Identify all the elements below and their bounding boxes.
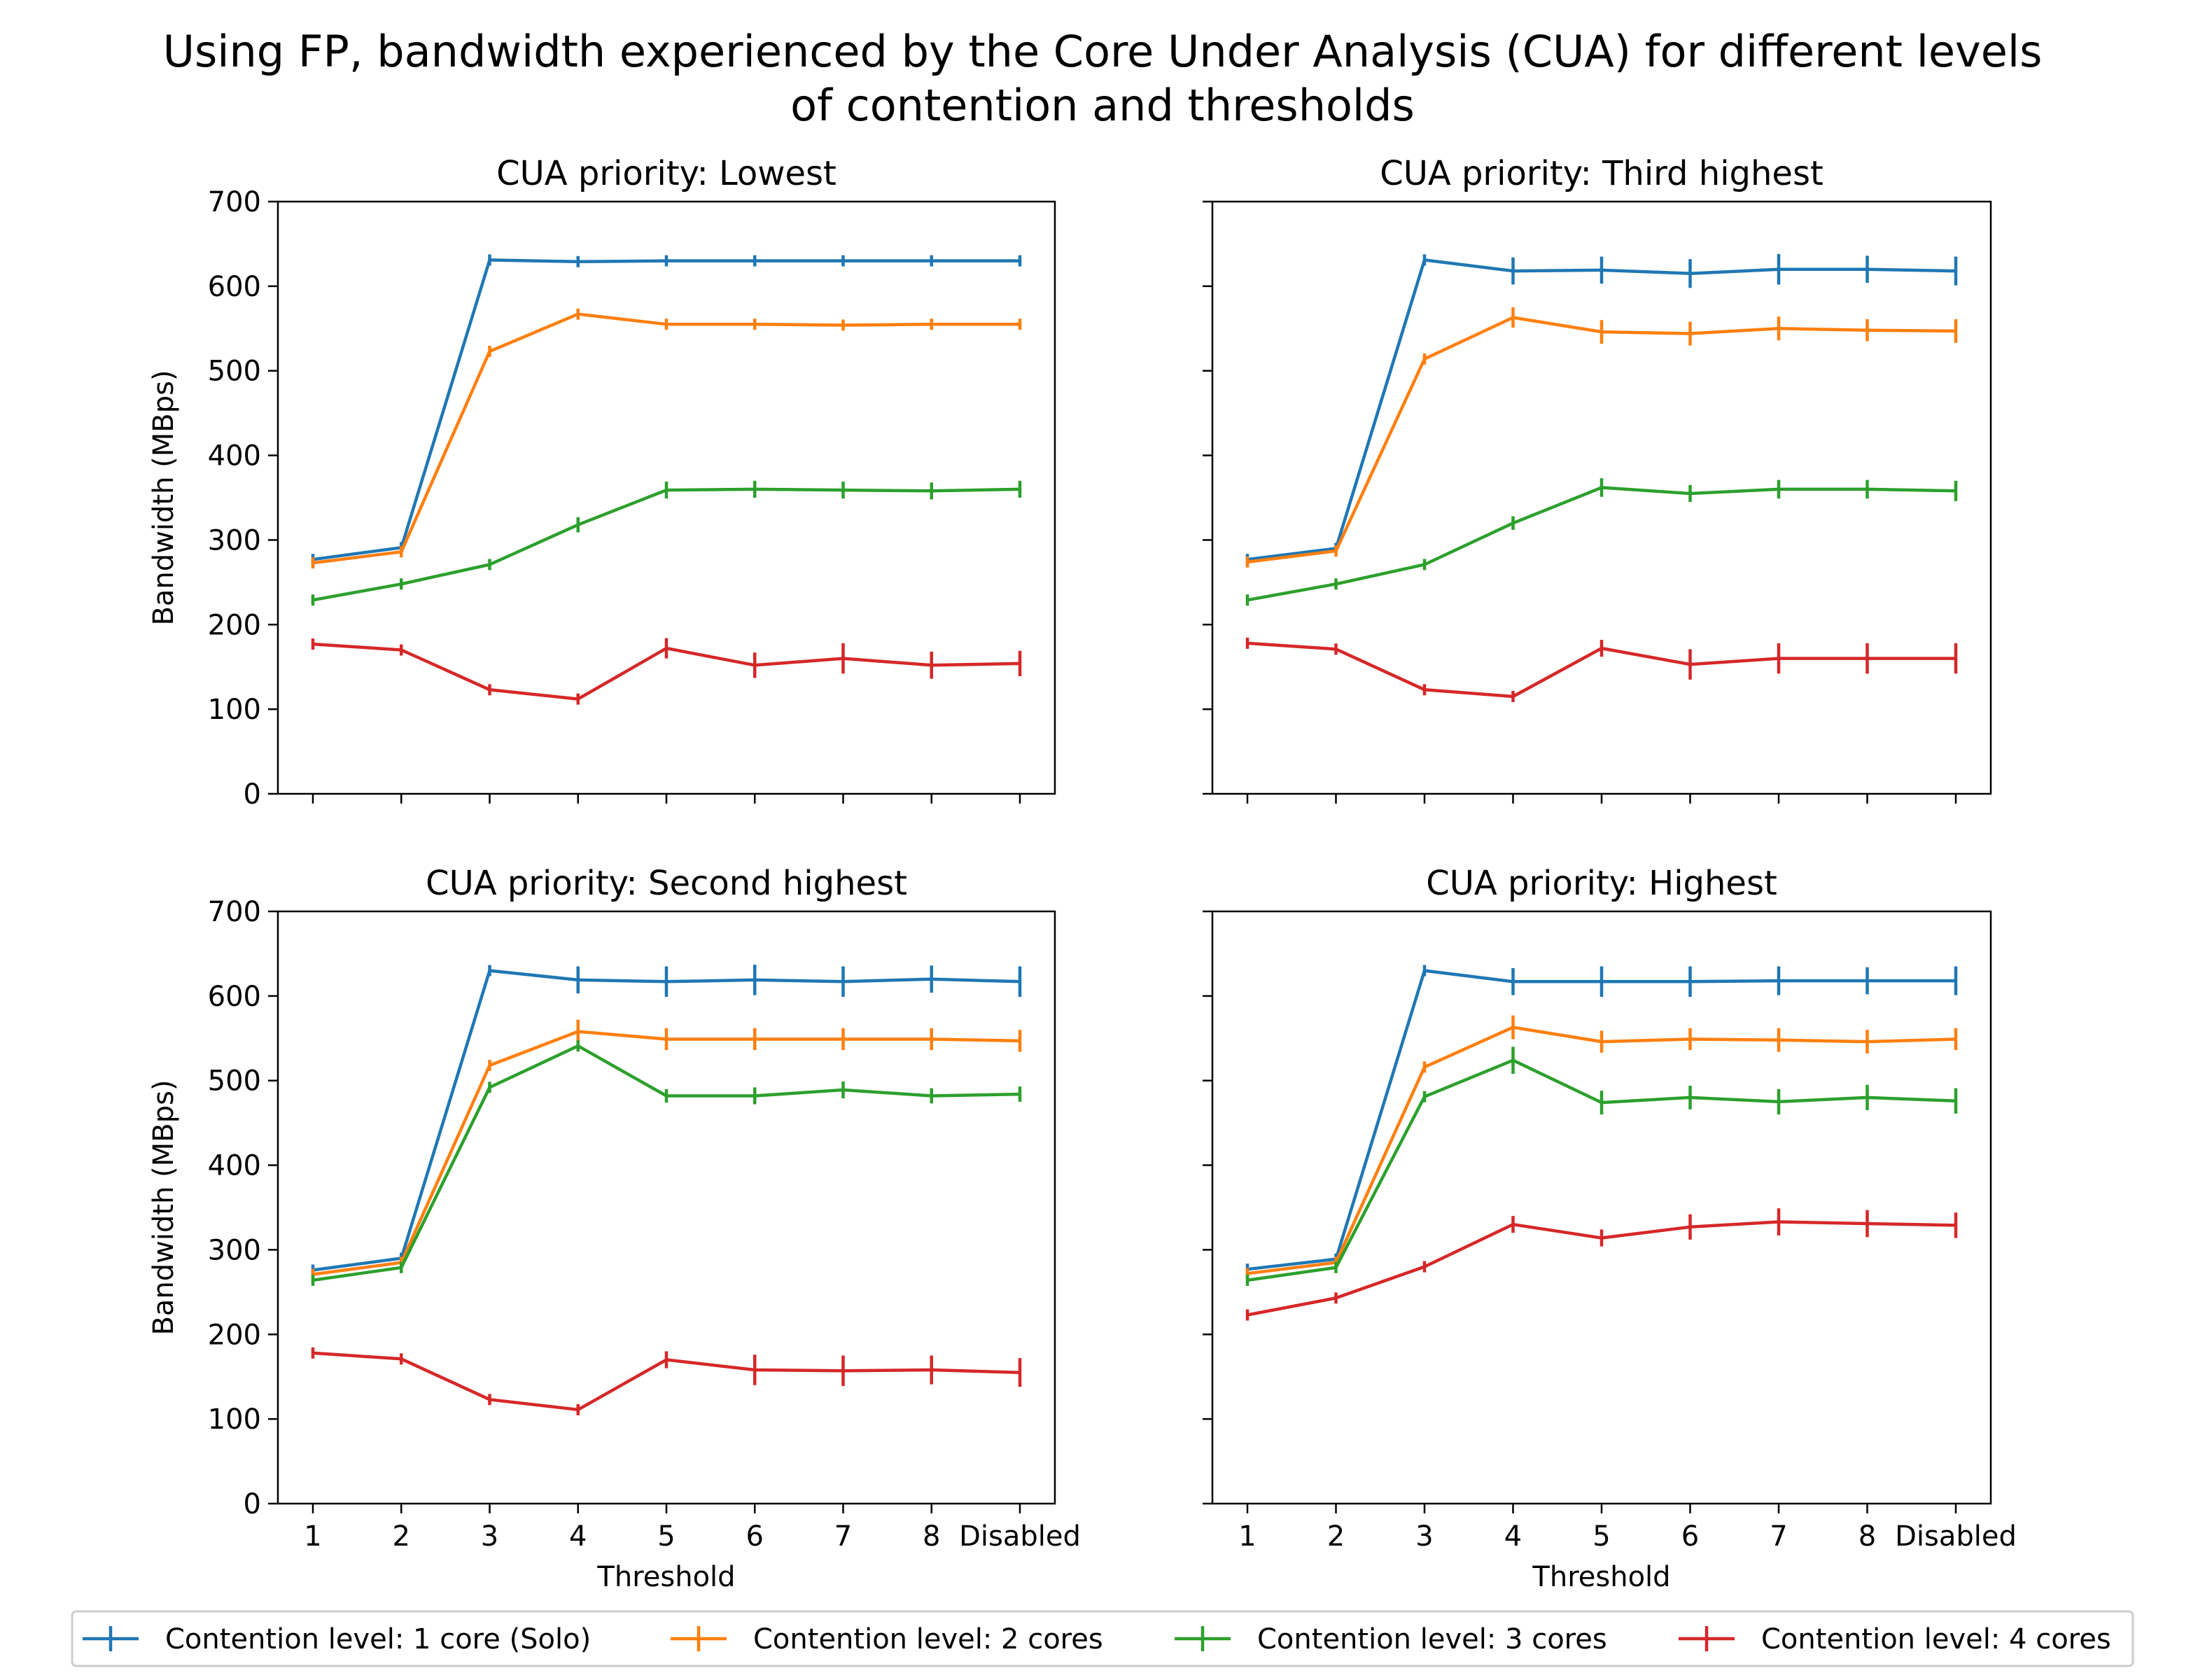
figure-title-line-2: of contention and thresholds [790, 80, 1415, 131]
x-tick-label: 3 [1415, 1520, 1433, 1553]
x-tick-label: Disabled [959, 1520, 1081, 1553]
series-line [1247, 486, 1956, 602]
y-tick-label: 700 [208, 896, 261, 928]
axes-frame [1211, 200, 1992, 795]
series-line [312, 487, 1021, 602]
legend-entry-3: Contention level: 3 cores [1175, 1623, 1607, 1656]
panel-title: CUA priority: Third highest [1380, 154, 1823, 193]
series-1 [1245, 965, 1958, 1275]
x-tick-label: 4 [569, 1520, 587, 1553]
x-tick-label: 6 [746, 1520, 764, 1553]
y-tick-label: 500 [208, 356, 261, 388]
panel-second-highest: CUA priority: Second highest 0 100 200 300 40… [148, 864, 1081, 1593]
y-tick-label: 0 [244, 778, 261, 811]
x-tick-label: 4 [1504, 1520, 1522, 1553]
x-tick-label: 2 [1327, 1520, 1345, 1553]
legend-label: Contention level: 3 cores [1257, 1623, 1607, 1656]
series-2 [311, 1019, 1022, 1280]
x-tick-label: 3 [481, 1520, 498, 1553]
legend-label: Contention level: 4 cores [1761, 1623, 2111, 1656]
panel-title: CUA priority: Second highest [426, 864, 907, 903]
y-tick-label: 400 [208, 1150, 261, 1182]
y-tick-label: 200 [208, 1319, 261, 1351]
y-tick-label: 100 [208, 694, 261, 726]
series-3 [311, 480, 1022, 606]
series-1 [311, 965, 1022, 1276]
series-4 [311, 1347, 1022, 1415]
x-axis-label: Threshold [1532, 1561, 1670, 1593]
x-tick-label: 5 [1592, 1520, 1610, 1553]
x-tick-label: 6 [1681, 1520, 1699, 1553]
y-axis-label: Bandwidth (MBps) [148, 1079, 180, 1335]
axes-frame [1211, 910, 1992, 1505]
series-line [312, 1044, 1021, 1282]
series-4 [1245, 1208, 1958, 1321]
legend-label: Contention level: 2 cores [753, 1623, 1103, 1656]
y-tick-label: 400 [208, 440, 261, 472]
series-3 [311, 1040, 1022, 1286]
series-2 [1245, 307, 1958, 568]
y-tick-label: 700 [208, 186, 261, 218]
series-4 [1245, 637, 1958, 703]
x-tick-label: 7 [1770, 1520, 1787, 1553]
y-axis-label: Bandwidth (MBps) [148, 370, 180, 625]
y-tick-label: 200 [208, 609, 261, 641]
series-2 [311, 308, 1022, 569]
y-tick-label: 500 [208, 1065, 261, 1098]
panel-lowest: CUA priority: Lowest 0 100 200 300 400 500 600 7… [148, 154, 1056, 811]
legend-label: Contention level: 1 core (Solo) [165, 1623, 591, 1656]
legend-frame [71, 1610, 2134, 1667]
y-tick-label: 600 [208, 271, 261, 303]
panel-title: CUA priority: Lowest [496, 154, 836, 193]
y-tick-label: 300 [208, 524, 261, 556]
legend-entry-2: Contention level: 2 cores [671, 1623, 1103, 1656]
x-tick-label: 8 [1858, 1520, 1876, 1553]
y-tick-label: 600 [208, 981, 261, 1013]
x-tick-label: 1 [1238, 1520, 1256, 1553]
series-line [312, 312, 1020, 565]
series-3 [1245, 1046, 1958, 1286]
panel-title: CUA priority: Highest [1426, 864, 1777, 903]
x-tick-label: 5 [657, 1520, 675, 1553]
y-tick-label: 0 [244, 1488, 261, 1520]
series-line [312, 1030, 1021, 1276]
panel-highest: CUA priority: Highest 1 2 3 4 5 6 7 8 Disabled Thr… [1203, 864, 2017, 1593]
legend-entry-1: Contention level: 1 core (Solo) [83, 1623, 591, 1656]
x-tick-label: 2 [393, 1520, 410, 1553]
x-tick-label: 8 [923, 1520, 940, 1553]
series-line [1247, 316, 1956, 564]
legend-items: Contention level: 1 core (Solo) Contentio… [83, 1623, 2111, 1656]
series-1 [1245, 253, 1958, 566]
x-tick-label: 7 [834, 1520, 852, 1553]
figure-title-line-1: Using FP, bandwidth experienced by the C… [163, 26, 2043, 77]
x-tick-label: Disabled [1895, 1520, 2017, 1553]
x-axis-label: Threshold [596, 1561, 735, 1593]
series-4 [311, 638, 1022, 705]
panel-third-highest: CUA priority: Third highest [1203, 154, 1992, 804]
y-tick-label: 300 [208, 1234, 261, 1266]
legend: Contention level: 1 core (Solo) Contentio… [71, 1610, 2134, 1667]
series-3 [1245, 478, 1958, 606]
x-tick-label: 1 [304, 1520, 321, 1553]
legend-entry-4: Contention level: 4 cores [1679, 1623, 2111, 1656]
y-tick-label: 100 [208, 1404, 261, 1436]
series-1 [311, 254, 1022, 566]
axes-frame [276, 910, 1056, 1505]
